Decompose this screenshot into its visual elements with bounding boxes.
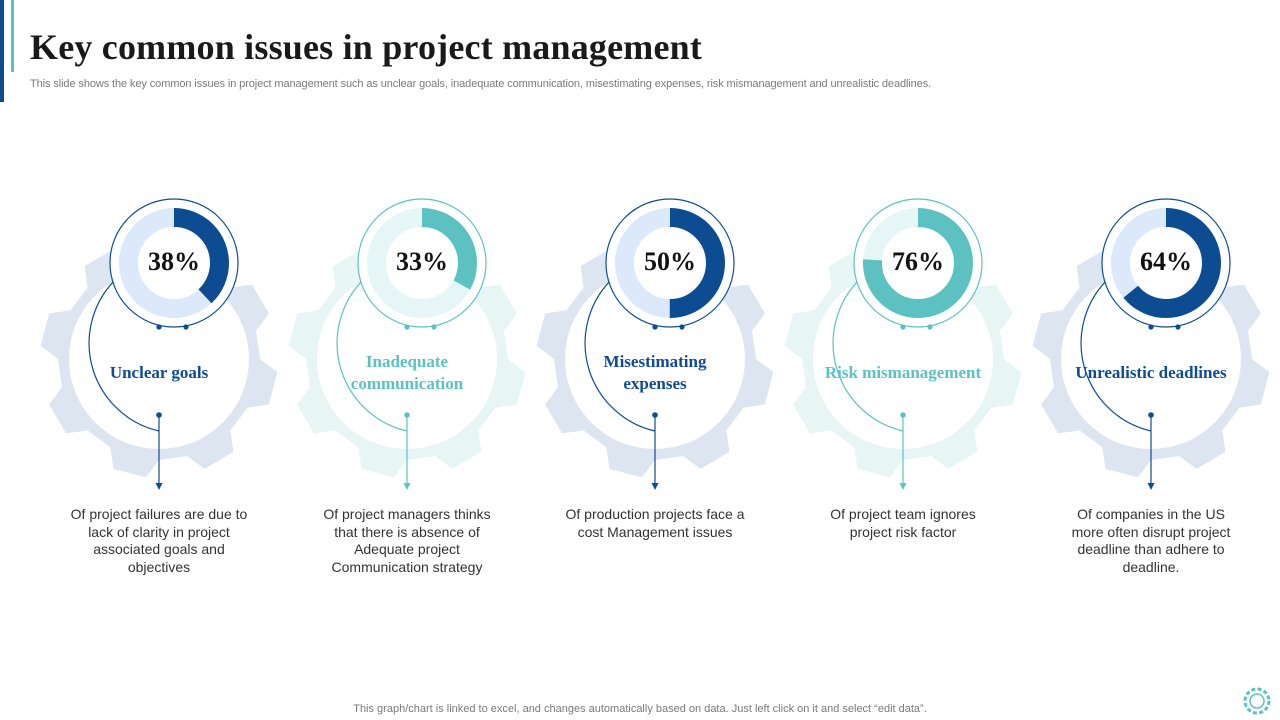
issue-title: Risk mismanagement — [824, 363, 982, 382]
issue-description: Of companies in the US more often disrup… — [1071, 506, 1231, 575]
donut-center — [387, 228, 457, 298]
connector-dot — [404, 324, 410, 330]
donut-value-arc — [1111, 208, 1221, 318]
donut-value-label: 38% — [148, 247, 200, 276]
issue-card: 38% Unclear goals Of project failures are … — [35, 195, 285, 595]
donut-value-arc — [367, 208, 477, 318]
issue-description: Of production projects face a cost Manag… — [565, 506, 745, 540]
issue-description: Of project managers thinks that there is… — [323, 506, 491, 575]
issue-card: 64% Unrealistic deadlines Of companies in … — [1027, 195, 1277, 595]
issue-card: 76% Risk mismanagement Of project team ign… — [779, 195, 1029, 595]
donut-value-label: 64% — [1140, 247, 1192, 276]
donut-value-arc — [863, 208, 973, 318]
arrow-head — [651, 483, 659, 490]
arrow-head — [899, 483, 907, 490]
donut-value-label: 76% — [892, 247, 944, 276]
connector-dot — [431, 324, 437, 330]
outline-arc — [88, 280, 160, 432]
accent-bar — [0, 0, 4, 102]
issue-title: Inadequate communication — [350, 352, 464, 393]
issue-card: 50% Misestimating expenses Of production p… — [531, 195, 781, 595]
issue-graphic — [784, 198, 1022, 490]
donut-value-arc — [119, 208, 229, 318]
arrow-head — [155, 483, 163, 490]
issue-description: Of project team ignores project risk fac… — [830, 506, 976, 540]
donut-center — [139, 228, 209, 298]
outline-arc — [584, 280, 656, 432]
donut-center — [883, 228, 953, 298]
connector-dot — [156, 324, 162, 330]
connector-dot — [652, 324, 658, 330]
connector-dot — [183, 324, 189, 330]
issue-graphic — [1032, 198, 1270, 490]
issue-graphic — [536, 198, 774, 490]
donut-value-arc — [615, 208, 725, 318]
connector-dot — [927, 324, 933, 330]
outline-arc — [832, 280, 904, 432]
issue-graphic — [288, 198, 526, 490]
arrow-head — [403, 483, 411, 490]
issue-title: Misestimating expenses — [603, 352, 707, 393]
donut-center — [635, 228, 705, 298]
issue-title: Unclear goals — [109, 363, 209, 382]
issue-graphic — [40, 198, 278, 490]
issue-description: Of project failures are due to lack of c… — [70, 506, 248, 575]
accent-bar-secondary — [11, 0, 14, 72]
footer-note: This graph/chart is linked to excel, and… — [353, 703, 927, 715]
donut-value-label: 50% — [644, 247, 696, 276]
arrow-head — [1147, 483, 1155, 490]
page-subtitle: This slide shows the key common issues i… — [30, 78, 932, 90]
connector-dot — [1175, 324, 1181, 330]
connector-dot — [1148, 324, 1154, 330]
gear-icon — [1243, 687, 1271, 715]
outline-arc — [1080, 280, 1152, 432]
connector-dot — [900, 324, 906, 330]
issue-card: 33% Inadequate communication Of project ma… — [283, 195, 533, 595]
issue-title: Unrealistic deadlines — [1075, 363, 1227, 382]
donut-center — [1131, 228, 1201, 298]
connector-dot — [679, 324, 685, 330]
page-title: Key common issues in project management — [30, 27, 703, 67]
outline-arc — [336, 280, 408, 432]
donut-value-label: 33% — [396, 247, 448, 276]
